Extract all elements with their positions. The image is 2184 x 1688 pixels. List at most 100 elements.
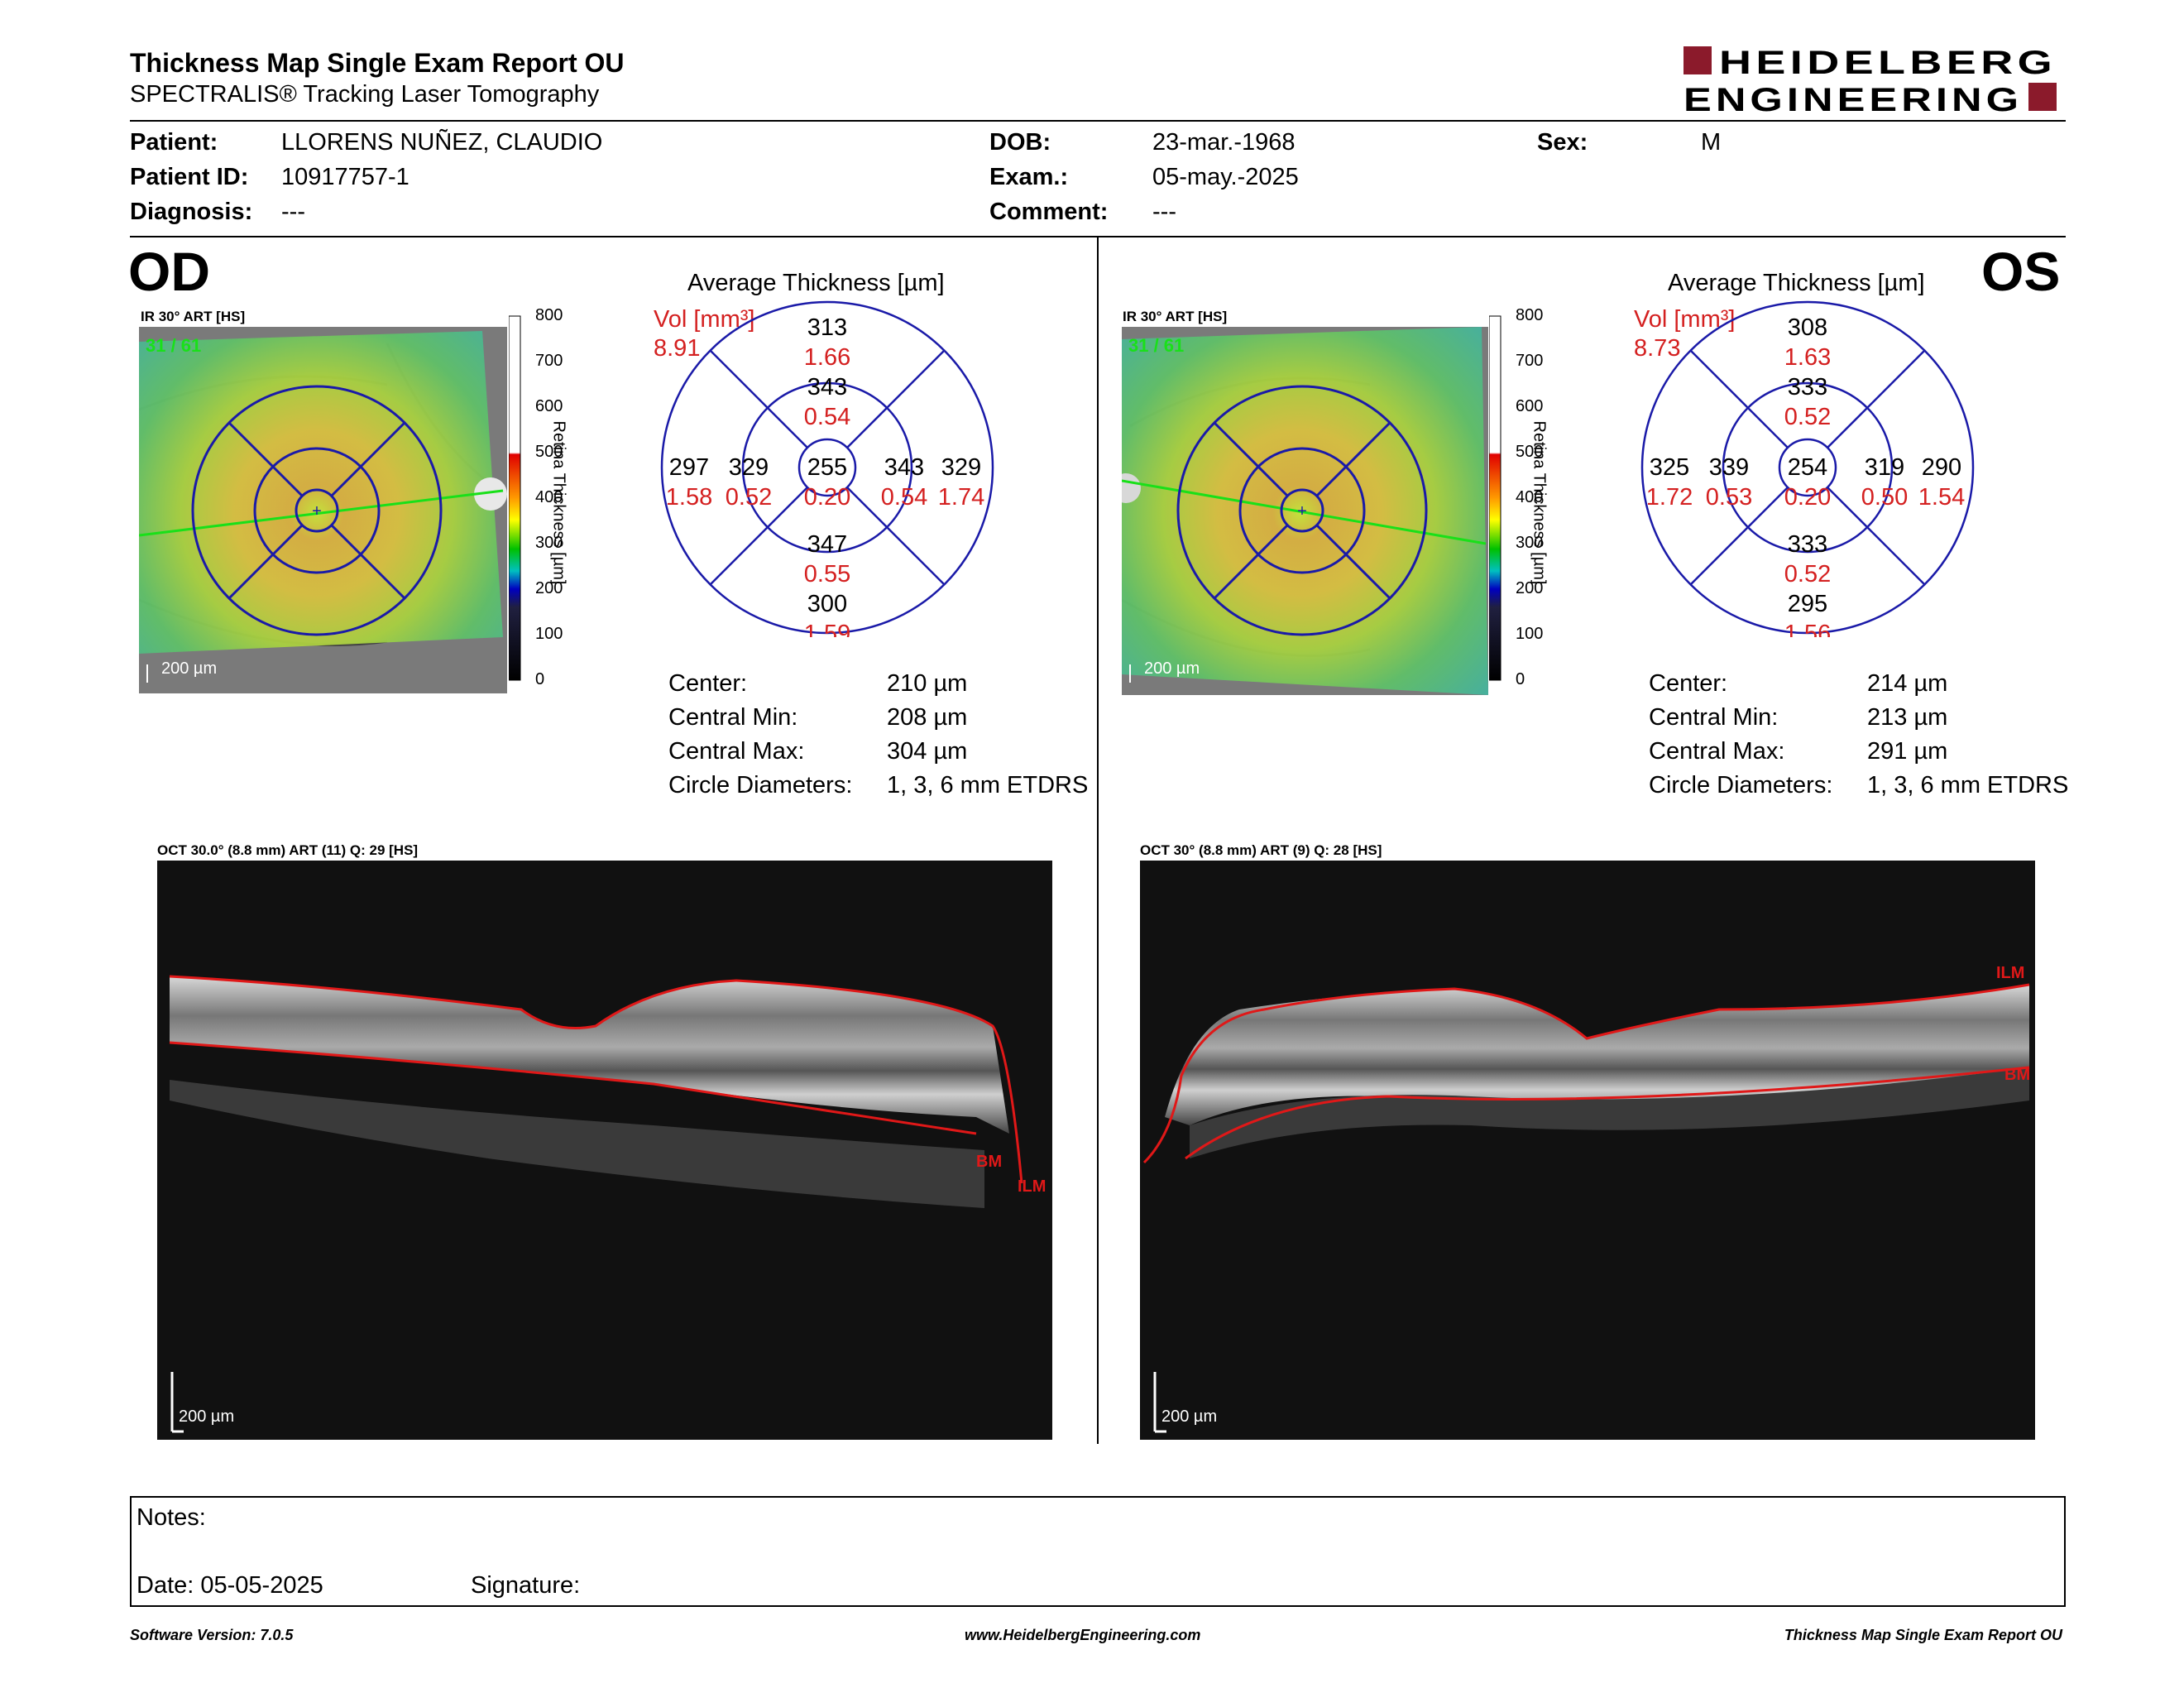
oct-label-od: OCT 30.0° (8.8 mm) ART (11) Q: 29 [HS] xyxy=(157,842,419,858)
os-center-label: Center: xyxy=(1649,670,1728,697)
os-outer-inf-thickness: 295 xyxy=(1788,591,1827,617)
od-outer-sup-thickness: 313 xyxy=(807,314,847,341)
cb-od-tick-100: 100 xyxy=(535,625,563,643)
od-center-volume: 0.20 xyxy=(804,484,850,511)
od-outer-right-volume: 1.74 xyxy=(938,484,984,511)
svg-text:+: + xyxy=(1297,502,1307,520)
map-scale-os: 200 µm xyxy=(1144,659,1200,678)
oct-ilm-tag-os: ILM xyxy=(1996,964,2024,982)
os-center-volume: 0.20 xyxy=(1784,484,1831,511)
oct-bm-tag-od: BM xyxy=(976,1153,1002,1171)
os-outer-left-thickness: 325 xyxy=(1650,454,1689,481)
od-outer-left-thickness: 297 xyxy=(669,454,709,481)
cb-od-tick-300: 300 xyxy=(535,534,563,552)
cb-os-tick-500: 500 xyxy=(1516,443,1544,461)
cb-os-tick-600: 600 xyxy=(1516,397,1544,415)
os-outer-left-volume: 1.72 xyxy=(1646,484,1693,511)
os-inner-right-volume: 0.50 xyxy=(1861,484,1908,511)
od-max-label: Central Max: xyxy=(668,738,805,765)
oct-scan-od: BM ILM 200 µm xyxy=(157,861,1052,1440)
cb-od-tick-200: 200 xyxy=(535,579,563,597)
oct-scan-os: ILM BM 200 µm xyxy=(1140,861,2035,1440)
vol-total-od: 8.91 xyxy=(654,335,701,362)
report-title: Thickness Map Single Exam Report OU xyxy=(130,48,625,78)
os-inner-right-thickness: 319 xyxy=(1865,454,1904,481)
od-center-label: Center: xyxy=(668,670,748,697)
eye-label-od: OD xyxy=(128,241,210,302)
cb-os-tick-400: 400 xyxy=(1516,488,1544,506)
os-inner-sup-thickness: 333 xyxy=(1788,374,1827,400)
os-center-thickness: 254 xyxy=(1788,454,1827,481)
cb-od-tick-800: 800 xyxy=(535,306,563,324)
cb-od-tick-0: 0 xyxy=(535,670,545,688)
os-diam-value: 1, 3, 6 mm ETDRS xyxy=(1867,772,2069,798)
report-subtitle: SPECTRALIS® Tracking Laser Tomography xyxy=(130,81,600,108)
sex-label: Sex: xyxy=(1537,129,1588,156)
exam-value: 05-may.-2025 xyxy=(1152,164,1299,190)
os-outer-sup-thickness: 308 xyxy=(1788,314,1827,341)
os-max-value: 291 µm xyxy=(1867,738,1948,765)
os-inner-left-thickness: 339 xyxy=(1709,454,1749,481)
etdrs-grid-os: 308 1.63 333 0.52 325 1.72 339 0.53 254 … xyxy=(1640,300,1975,637)
cb-os-tick-300: 300 xyxy=(1516,534,1544,552)
oct-ilm-tag-od: ILM xyxy=(1018,1177,1046,1196)
od-outer-right-thickness: 329 xyxy=(941,454,981,481)
od-min-value: 208 µm xyxy=(887,704,968,731)
od-inner-sup-thickness: 343 xyxy=(807,374,847,400)
cb-os-tick-700: 700 xyxy=(1516,352,1544,370)
eye-label-os: OS xyxy=(1981,241,2061,302)
heidelberg-logo: HEIDELBERG ENGINEERING xyxy=(1684,45,2057,118)
os-outer-right-thickness: 290 xyxy=(1922,454,1961,481)
notes-box[interactable]: Notes: Date: 05-05-2025 Signature: xyxy=(130,1496,2066,1607)
od-inner-left-thickness: 329 xyxy=(729,454,769,481)
avg-title-od: Average Thickness [µm] xyxy=(687,270,945,296)
od-inner-right-volume: 0.54 xyxy=(881,484,927,511)
diagnosis-value: --- xyxy=(281,199,305,225)
os-inner-sup-volume: 0.52 xyxy=(1784,404,1831,430)
os-outer-inf-volume: 1.56 xyxy=(1784,621,1831,637)
os-inner-left-volume: 0.53 xyxy=(1706,484,1752,511)
od-inner-left-volume: 0.52 xyxy=(726,484,772,511)
cb-os-tick-200: 200 xyxy=(1516,579,1544,597)
cb-os-tick-0: 0 xyxy=(1516,670,1525,688)
notes-label: Notes: xyxy=(136,1504,206,1531)
footer-url[interactable]: www.HeidelbergEngineering.com xyxy=(965,1627,1201,1643)
patient-name: LLORENS NUÑEZ, CLAUDIO xyxy=(281,129,603,156)
od-outer-sup-volume: 1.66 xyxy=(804,344,850,371)
os-inner-inf-thickness: 333 xyxy=(1788,531,1827,558)
od-outer-inf-thickness: 300 xyxy=(807,591,847,617)
center-divider xyxy=(1097,237,1099,1444)
oct-label-os: OCT 30° (8.8 mm) ART (9) Q: 28 [HS] xyxy=(1140,842,1382,858)
map-scale-od: 200 µm xyxy=(161,659,217,678)
os-min-value: 213 µm xyxy=(1867,704,1948,731)
dob-value: 23-mar.-1968 xyxy=(1152,129,1296,156)
od-outer-inf-volume: 1.59 xyxy=(804,621,850,637)
od-inner-inf-volume: 0.55 xyxy=(804,561,850,587)
info-divider xyxy=(130,236,2066,237)
svg-text:+: + xyxy=(312,502,322,520)
ir-counter-os: 31 / 61 xyxy=(1128,335,1184,356)
oct-scale-os: 200 µm xyxy=(1161,1407,1217,1426)
colorbar-od xyxy=(509,315,521,681)
od-outer-left-volume: 1.58 xyxy=(666,484,712,511)
avg-title-os: Average Thickness [µm] xyxy=(1668,270,1925,296)
dob-label: DOB: xyxy=(989,129,1051,156)
date-label: Date: 05-05-2025 xyxy=(136,1572,323,1599)
oct-bm-tag-os: BM xyxy=(2004,1066,2030,1084)
logo-line2: ENGINEERING xyxy=(1684,82,2023,118)
cb-od-tick-400: 400 xyxy=(535,488,563,506)
patient-id: 10917757-1 xyxy=(281,164,410,190)
patient-label: Patient: xyxy=(130,129,218,156)
os-min-label: Central Min: xyxy=(1649,704,1779,731)
colorbar-os xyxy=(1489,315,1502,681)
etdrs-grid-od: 313 1.66 343 0.54 297 1.58 329 0.52 255 … xyxy=(660,300,994,637)
oct-scale-od: 200 µm xyxy=(179,1407,234,1426)
ir-label-os: IR 30° ART [HS] xyxy=(1123,309,1228,324)
od-center-thickness: 255 xyxy=(807,454,847,481)
os-outer-right-volume: 1.54 xyxy=(1918,484,1965,511)
ir-label-od: IR 30° ART [HS] xyxy=(141,309,246,324)
header-divider xyxy=(130,120,2066,122)
cb-od-tick-500: 500 xyxy=(535,443,563,461)
od-max-value: 304 µm xyxy=(887,738,968,765)
od-inner-right-thickness: 343 xyxy=(884,454,924,481)
